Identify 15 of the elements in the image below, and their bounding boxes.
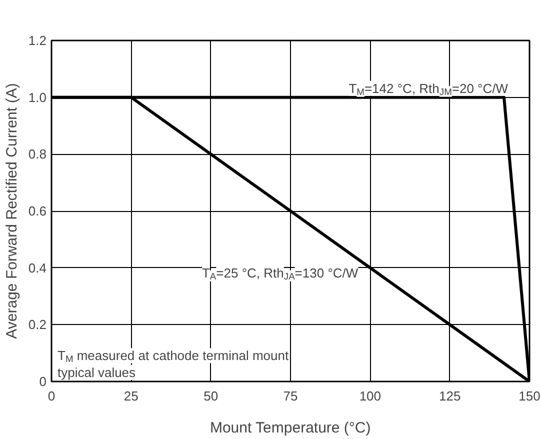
y-tick-label: 0.6 (28, 204, 47, 218)
y-axis-title: Average Forward Rectified Current (A) (3, 83, 20, 339)
x-tick-label: 25 (124, 388, 138, 404)
y-tick-label: 0 (39, 374, 47, 389)
y-tick-label: 1.0 (28, 90, 47, 105)
y-tick-label: 0.8 (28, 146, 47, 162)
y-tick-label: 1.2 (28, 33, 47, 48)
x-tick-label: 125 (438, 388, 461, 404)
x-axis-title: Mount Temperature (°C) (210, 420, 371, 436)
x-tick-label: 100 (359, 388, 382, 404)
x-tick-label: 50 (204, 388, 218, 404)
y-tick-label: 0.4 (28, 260, 47, 276)
y-tick-label: 0.2 (28, 317, 47, 332)
x-tick-label: 150 (518, 388, 540, 404)
x-tick-label: 75 (283, 388, 298, 404)
